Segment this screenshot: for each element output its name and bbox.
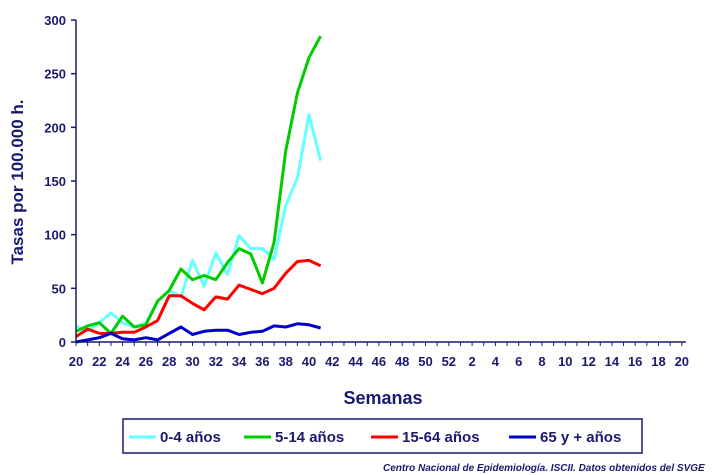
series-line-2 — [75, 258, 322, 338]
x-tick-label: 32 — [209, 354, 223, 369]
legend-label: 5-14 años — [275, 429, 344, 446]
x-tick-label: 38 — [278, 354, 292, 369]
y-tick-label: 50 — [52, 281, 66, 296]
series-line-1 — [75, 35, 322, 335]
y-tick-label: 300 — [44, 13, 66, 28]
x-tick-label: 30 — [185, 354, 199, 369]
x-tick-label: 20 — [69, 354, 83, 369]
x-tick-label: 28 — [162, 354, 176, 369]
x-tick-label: 40 — [302, 354, 316, 369]
y-tick-label: 200 — [44, 120, 66, 135]
x-axis-label: Semanas — [343, 388, 422, 408]
legend-label: 15-64 años — [402, 429, 480, 446]
x-tick-label: 2 — [468, 354, 475, 369]
x-tick-label: 44 — [348, 354, 363, 369]
x-tick-label: 24 — [115, 354, 130, 369]
x-tick-label: 18 — [651, 354, 665, 369]
x-tick-label: 8 — [538, 354, 545, 369]
legend-label: 0-4 años — [160, 429, 221, 446]
x-tick-label: 14 — [605, 354, 620, 369]
x-tick-label: 42 — [325, 354, 339, 369]
x-tick-label: 12 — [581, 354, 595, 369]
x-tick-label: 22 — [92, 354, 106, 369]
y-axis-label: Tasas por 100.000 h. — [8, 99, 27, 264]
x-tick-label: 52 — [442, 354, 456, 369]
y-tick-label: 250 — [44, 67, 66, 82]
series-line-3 — [75, 322, 321, 344]
x-tick-label: 36 — [255, 354, 269, 369]
x-tick-label: 48 — [395, 354, 409, 369]
legend: 0-4 años 5-14 años 15-64 años 65 y + años — [122, 418, 643, 454]
x-tick-label: 6 — [515, 354, 522, 369]
x-tick-label: 10 — [558, 354, 572, 369]
x-tick-label: 46 — [372, 354, 386, 369]
legend-label: 65 y + años — [540, 429, 621, 446]
y-tick-label: 100 — [44, 228, 66, 243]
x-tick-label: 34 — [232, 354, 247, 369]
x-tick-label: 16 — [628, 354, 642, 369]
y-tick-label: 0 — [59, 335, 66, 350]
y-tick-label: 150 — [44, 174, 66, 189]
x-tick-label: 20 — [675, 354, 689, 369]
x-tick-label: 26 — [139, 354, 153, 369]
series-line-0 — [75, 113, 323, 333]
x-axis-ticks: 20 22 24 26 28 30 32 34 36 38 40 42 44 46 48 50 52 2 4 6 8 10… — [69, 342, 689, 369]
source-note: Centro Nacional de Epidemiología. ISCII.… — [383, 463, 705, 474]
y-axis-ticks: 0 50 100 150 200 250 300 — [44, 13, 76, 350]
x-tick-label: 50 — [418, 354, 432, 369]
series-lines — [75, 35, 323, 344]
x-tick-label: 4 — [492, 354, 500, 369]
